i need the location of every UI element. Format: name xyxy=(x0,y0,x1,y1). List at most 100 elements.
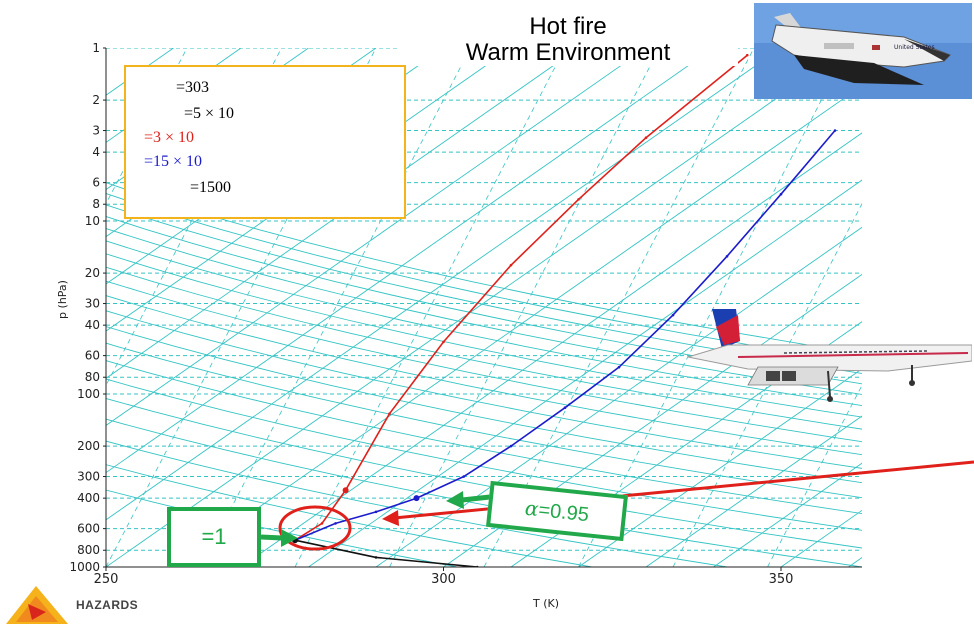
legend-line-1: =303 xyxy=(176,79,210,96)
space-shuttle-image: United States xyxy=(754,3,972,99)
y-tick-label: 2 xyxy=(92,93,100,107)
y-tick-label: 3 xyxy=(92,124,100,138)
y-tick-label: 300 xyxy=(77,470,100,484)
series-1-point xyxy=(320,522,324,525)
parameter-legend-box: =303 =5 × 10 =3 × 10 =15 × 10 =1500 xyxy=(124,65,406,219)
series-1-point xyxy=(442,340,445,344)
svg-text:United States: United States xyxy=(894,44,935,51)
legend-line-3: =3 × 10 xyxy=(144,129,195,146)
header-line-2: Warm Environment xyxy=(465,39,671,66)
series-1-point xyxy=(745,53,749,57)
red-arrow-line xyxy=(393,460,974,520)
mixing-ratio-gridline xyxy=(578,48,849,567)
isotherm-gridline xyxy=(375,226,862,567)
y-tick-label: 800 xyxy=(77,543,100,557)
adiabat-gridline xyxy=(106,193,862,364)
adiabat-gridline xyxy=(106,280,862,443)
adiabat-gridline xyxy=(106,228,862,395)
adiabat-gridline xyxy=(106,253,862,418)
chart-grid xyxy=(0,48,862,567)
mixing-ratio-gridline xyxy=(483,48,755,567)
series-2-point xyxy=(671,313,675,317)
series-2-point xyxy=(725,255,729,258)
adiabat-gridline xyxy=(106,464,593,567)
y-tick-label: 30 xyxy=(85,297,100,311)
adiabat-gridline xyxy=(106,240,862,406)
highlight-marker xyxy=(413,495,420,502)
isotherm-gridline xyxy=(106,48,782,521)
series-1-point xyxy=(577,198,580,201)
series-2-point xyxy=(833,129,837,132)
isotherm-gridline xyxy=(240,132,862,567)
chart-series-group xyxy=(292,53,837,567)
series-1-point xyxy=(509,263,513,267)
mixing-ratio-gridline xyxy=(200,48,471,567)
y-tick-label: 1000 xyxy=(69,560,100,574)
highlight-marker xyxy=(342,487,349,494)
series-2-point xyxy=(334,522,337,525)
alpha-value: =0.95 xyxy=(537,499,590,527)
isotherm-gridline xyxy=(106,48,242,143)
y-tick-label: 6 xyxy=(92,176,100,190)
isotherm-gridline xyxy=(106,48,647,427)
isotherm-gridline xyxy=(173,85,862,567)
y-tick-label: 10 xyxy=(85,214,100,228)
series-1-point xyxy=(644,136,648,140)
y-axis-label: p (hPa) xyxy=(56,280,69,319)
series-2-point xyxy=(617,365,621,369)
isotherm-gridline xyxy=(713,462,862,567)
adiabat-gridline xyxy=(106,360,862,515)
series-2-point xyxy=(563,406,567,409)
chart-axes: 1 2 3 4 6 8 10 20 30 40 60 80 100 200 300 400 600 800 1000… xyxy=(56,41,862,610)
x-tick-label: 300 xyxy=(431,572,456,587)
series-1-point xyxy=(388,412,391,416)
y-tick-label: 600 xyxy=(77,522,100,536)
red-arrowhead xyxy=(382,510,399,526)
series-2-point xyxy=(779,192,783,196)
green-arrow-left-line xyxy=(260,534,283,541)
x-axis-label: T (K) xyxy=(532,597,559,610)
y-tick-label: 8 xyxy=(92,197,100,211)
mixing-ratio-gridline xyxy=(389,48,660,567)
y-tick-label: 4 xyxy=(92,145,100,159)
isotherm-gridline xyxy=(106,48,849,567)
logo-text: HAZARDS xyxy=(76,598,139,612)
adiabat-gridline xyxy=(106,204,862,374)
mixing-ratio-gridline xyxy=(672,202,862,567)
green-arrow-right-line xyxy=(461,494,491,503)
adiabat-gridline xyxy=(106,326,862,484)
initial-condition-callout: =1 xyxy=(167,507,261,567)
y-tick-label: 80 xyxy=(85,370,100,384)
y-tick-label: 400 xyxy=(77,491,100,505)
x-tick-label: 350 xyxy=(769,572,794,587)
adiabat-gridline xyxy=(106,418,862,567)
isotherm-gridline xyxy=(578,368,862,567)
y-tick-label: 40 xyxy=(85,318,100,332)
adiabat-gridline xyxy=(106,378,862,531)
header-line-1: Hot fire xyxy=(529,13,607,40)
series-3-point xyxy=(374,556,378,559)
series-2-point xyxy=(509,444,513,448)
y-tick-label: 100 xyxy=(77,387,100,401)
isotherm-gridline xyxy=(106,48,714,474)
adiabat-gridline xyxy=(106,295,862,456)
mixing-ratio-gridline xyxy=(0,48,93,567)
y-tick-label: 60 xyxy=(85,349,100,363)
isotherm-gridline xyxy=(443,273,862,567)
y-tick-label: 20 xyxy=(85,266,100,280)
x-tick-label: 250 xyxy=(94,572,119,587)
highlight-ellipse xyxy=(278,505,352,551)
y-tick-label: 1 xyxy=(92,41,100,55)
green-arrowhead-left xyxy=(281,529,298,547)
concorde-image xyxy=(688,309,972,402)
series-2-point xyxy=(374,510,378,514)
adiabat-gridline xyxy=(106,216,862,385)
legend-line-2: =5 × 10 xyxy=(184,105,235,122)
legend-line-5: =1500 xyxy=(190,179,232,196)
isotherm-gridline xyxy=(510,321,862,567)
isotherm-gridline xyxy=(106,48,579,379)
adiabat-gridline xyxy=(106,266,862,430)
adiabat-gridline xyxy=(106,398,862,549)
green-arrowhead-right xyxy=(446,491,464,509)
